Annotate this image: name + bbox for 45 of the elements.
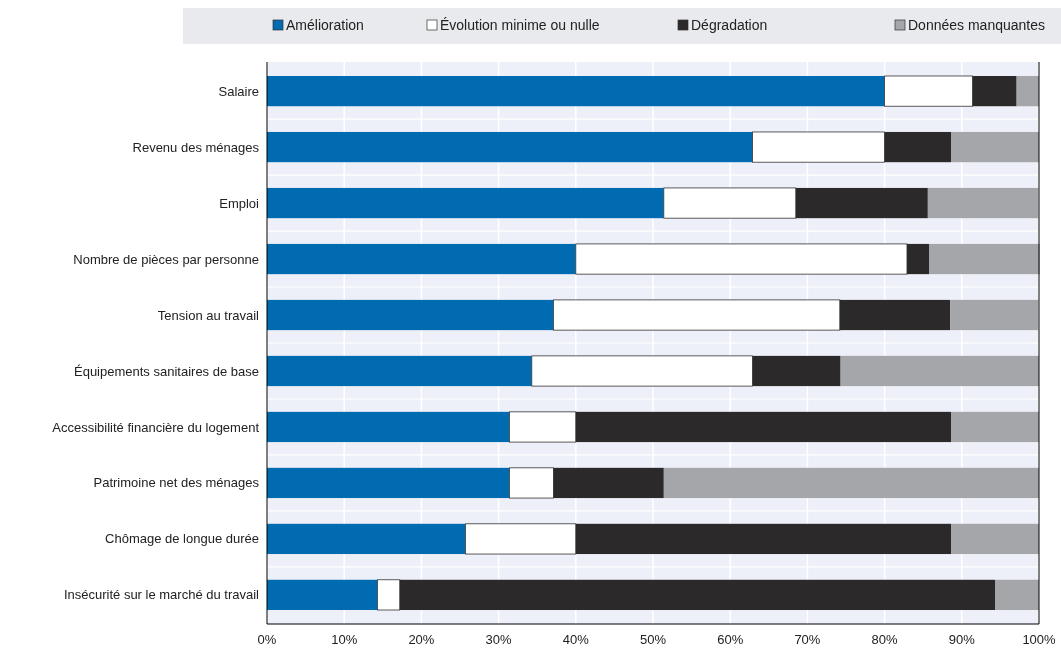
- bar: [267, 355, 532, 387]
- x-tick-label: 30%: [485, 632, 513, 647]
- bar: [950, 131, 1039, 163]
- x-tick-label: 50%: [639, 632, 667, 647]
- bar: [1016, 75, 1039, 107]
- x-tick-label: 0%: [257, 632, 277, 647]
- bar: [950, 411, 1039, 443]
- legend-label: Évolution minime ou nulle: [440, 16, 600, 33]
- bar: [840, 355, 1039, 387]
- x-tick-label: 20%: [408, 632, 435, 647]
- y-tick-label: Chômage de longue durée: [105, 531, 259, 547]
- x-tick-label: 100%: [1022, 632, 1057, 647]
- y-tick-label: Revenu des ménages: [132, 139, 260, 155]
- bar: [267, 411, 510, 443]
- bar: [995, 579, 1039, 611]
- y-tick-label: Insécurité sur le marché du travail: [63, 587, 260, 603]
- legend-label: Dégradation: [691, 16, 768, 33]
- x-tick-label: 40%: [562, 632, 590, 647]
- x-tick-label: 60%: [717, 632, 744, 647]
- bar: [267, 299, 554, 331]
- legend-label: Données manquantes: [908, 16, 1045, 33]
- y-tick-label: Nombre de pièces par personne: [73, 251, 259, 267]
- legend-label: Amélioration: [286, 16, 364, 33]
- y-tick-label: Équipements sanitaires de base: [73, 363, 259, 379]
- bar: [267, 131, 753, 163]
- bar: [927, 187, 1039, 219]
- bar: [267, 579, 378, 611]
- bar: [663, 467, 1039, 499]
- y-tick-label: Patrimoine net des ménages: [93, 475, 260, 491]
- bar: [929, 243, 1040, 275]
- bar: [267, 75, 885, 107]
- y-tick-label: Tension au travail: [157, 307, 260, 323]
- x-tick-label: 70%: [794, 632, 821, 647]
- bar: [267, 243, 576, 275]
- bar: [267, 467, 510, 499]
- y-tick-label: Salaire: [218, 83, 259, 99]
- x-tick-label: 10%: [331, 632, 358, 647]
- bar: [950, 523, 1039, 555]
- y-tick-label: Accessibilité financière du logement: [52, 419, 260, 435]
- bar: [950, 299, 1039, 331]
- y-tick-label: Emploi: [219, 195, 260, 211]
- x-tick-label: 80%: [871, 632, 899, 647]
- bar: [267, 187, 664, 219]
- x-tick-label: 90%: [948, 632, 976, 647]
- bar: [267, 523, 466, 555]
